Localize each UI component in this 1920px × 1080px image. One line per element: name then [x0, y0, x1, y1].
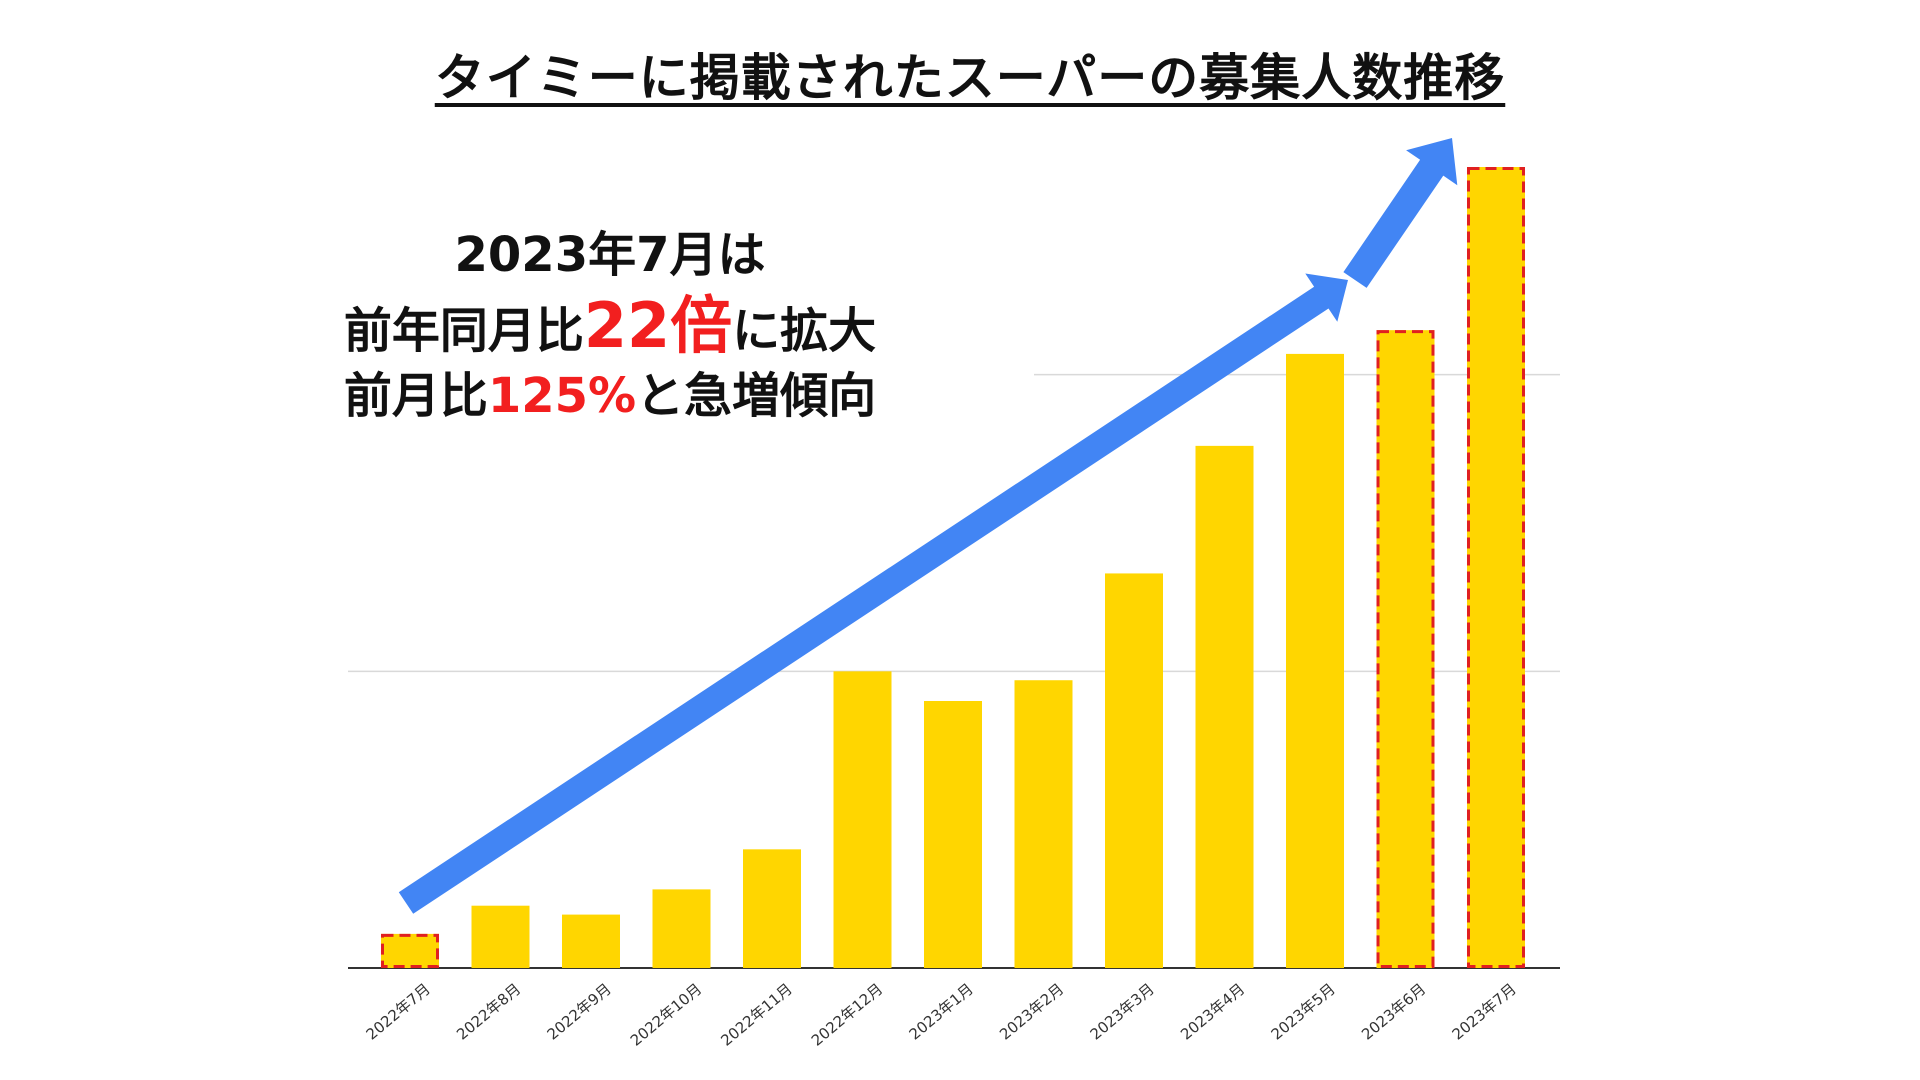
annotation-line-2: 前年同月比22倍に拡大 [240, 286, 980, 365]
bar-2022年10月 [652, 889, 711, 968]
x-tick-label: 2022年8月 [453, 980, 524, 1044]
highlight-frame-2023年6月 [1376, 330, 1435, 968]
x-tick-label: 2023年1月 [906, 980, 977, 1044]
annotation-line-1: 2023年7月は [454, 227, 766, 283]
bar-2023年3月 [1105, 573, 1163, 968]
bar-2022年9月 [562, 914, 620, 968]
x-tick-label: 2023年2月 [996, 980, 1067, 1044]
x-tick-label: 2022年12月 [808, 980, 886, 1050]
bar-2023年2月 [1014, 680, 1073, 968]
bar-2022年8月 [471, 905, 530, 968]
annotation-yoy-prefix: 前年同月比 [343, 303, 584, 360]
annotation-yoy-value: 22倍 [583, 289, 733, 363]
bar-2022年11月 [743, 849, 801, 968]
x-tick-label: 2023年3月 [1087, 980, 1158, 1044]
bar-2022年7月 [381, 933, 439, 968]
bar-2023年7月 [1467, 167, 1525, 968]
bar-2023年5月 [1286, 353, 1344, 968]
x-tick-label: 2022年9月 [544, 980, 615, 1044]
x-tick-label: 2022年7月 [363, 980, 434, 1044]
x-tick-label: 2023年4月 [1177, 980, 1248, 1044]
trend-arrow-top [1343, 138, 1458, 288]
growth-annotation: 2023年7月は 前年同月比22倍に拡大 前月比125%と急増傾向 [240, 225, 980, 427]
trend-arrow-group [398, 138, 1458, 914]
trend-arrow-main [398, 273, 1348, 914]
annotation-mom-suffix: と急増傾向 [636, 367, 877, 424]
bar-2023年1月 [924, 701, 982, 968]
x-tick-label: 2022年10月 [627, 980, 705, 1050]
bar-2022年12月 [833, 671, 892, 968]
highlight-frame-2023年7月 [1467, 167, 1525, 968]
x-tick-label: 2022年11月 [717, 980, 795, 1050]
x-tick-label: 2023年6月 [1358, 980, 1429, 1044]
highlight-frame-2022年7月 [381, 933, 439, 969]
bar-2023年6月 [1376, 330, 1435, 969]
annotation-mom-value: 125% [487, 367, 637, 424]
annotation-mom-prefix: 前月比 [343, 367, 488, 424]
bar-2023年4月 [1195, 445, 1254, 968]
x-tick-label: 2023年5月 [1268, 980, 1339, 1044]
bars [381, 167, 1525, 969]
x-axis-labels: 2022年7月 2022年8月 2022年9月 2022年10月 2022年11月 202… [363, 980, 1520, 1050]
annotation-yoy-suffix: に拡大 [732, 303, 877, 360]
chart-title: タイミーに掲載されたスーパーの募集人数推移 [434, 49, 1506, 107]
x-tick-label: 2023年7月 [1449, 980, 1520, 1044]
annotation-line-3: 前月比125%と急増傾向 [240, 366, 980, 427]
